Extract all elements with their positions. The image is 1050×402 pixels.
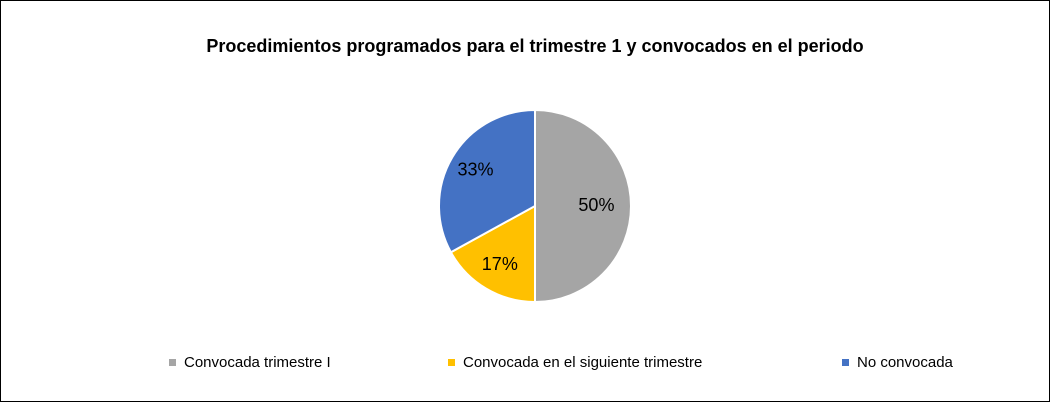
data-label: 33% <box>457 160 493 180</box>
chart-title: Procedimientos programados para el trime… <box>206 36 863 56</box>
pie-slice <box>449 204 536 304</box>
legend-marker <box>448 359 455 366</box>
data-label: 17% <box>482 254 518 274</box>
legend-marker <box>169 359 176 366</box>
legend-marker <box>842 359 849 366</box>
pie-slice <box>438 108 536 254</box>
legend-label: Convocada trimestre I <box>184 354 331 371</box>
legend-label: Convocada en el siguiente trimestre <box>463 354 702 371</box>
data-label: 50% <box>578 195 614 215</box>
pie-slice <box>534 108 632 304</box>
legend-label: No convocada <box>857 354 954 371</box>
